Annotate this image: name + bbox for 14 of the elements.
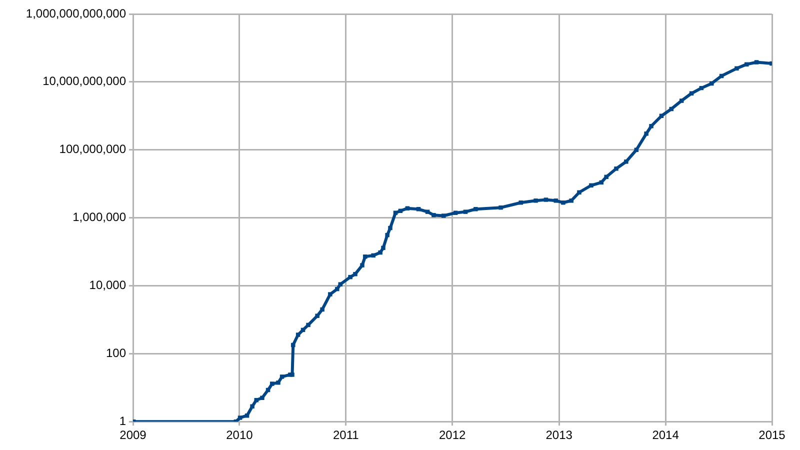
x-tick-label: 2010 bbox=[226, 428, 254, 442]
y-tick-label: 10,000 bbox=[89, 278, 126, 292]
y-tick-label: 1,000,000,000,000 bbox=[26, 6, 126, 20]
y-tick-label: 10,000,000,000 bbox=[42, 74, 126, 88]
x-tick-label: 2015 bbox=[758, 428, 786, 442]
x-tick-label: 2012 bbox=[439, 428, 466, 442]
y-tick-label: 1,000,000 bbox=[72, 210, 126, 224]
x-tick-label: 2011 bbox=[332, 428, 360, 442]
x-tick-label: 2013 bbox=[546, 428, 573, 442]
y-tick-label: 100,000,000 bbox=[59, 142, 126, 156]
x-tick-label: 2009 bbox=[120, 428, 147, 442]
y-tick-label: 100 bbox=[106, 346, 126, 360]
y-tick-label: 1 bbox=[119, 414, 126, 428]
x-tick-label: 2014 bbox=[652, 428, 680, 442]
